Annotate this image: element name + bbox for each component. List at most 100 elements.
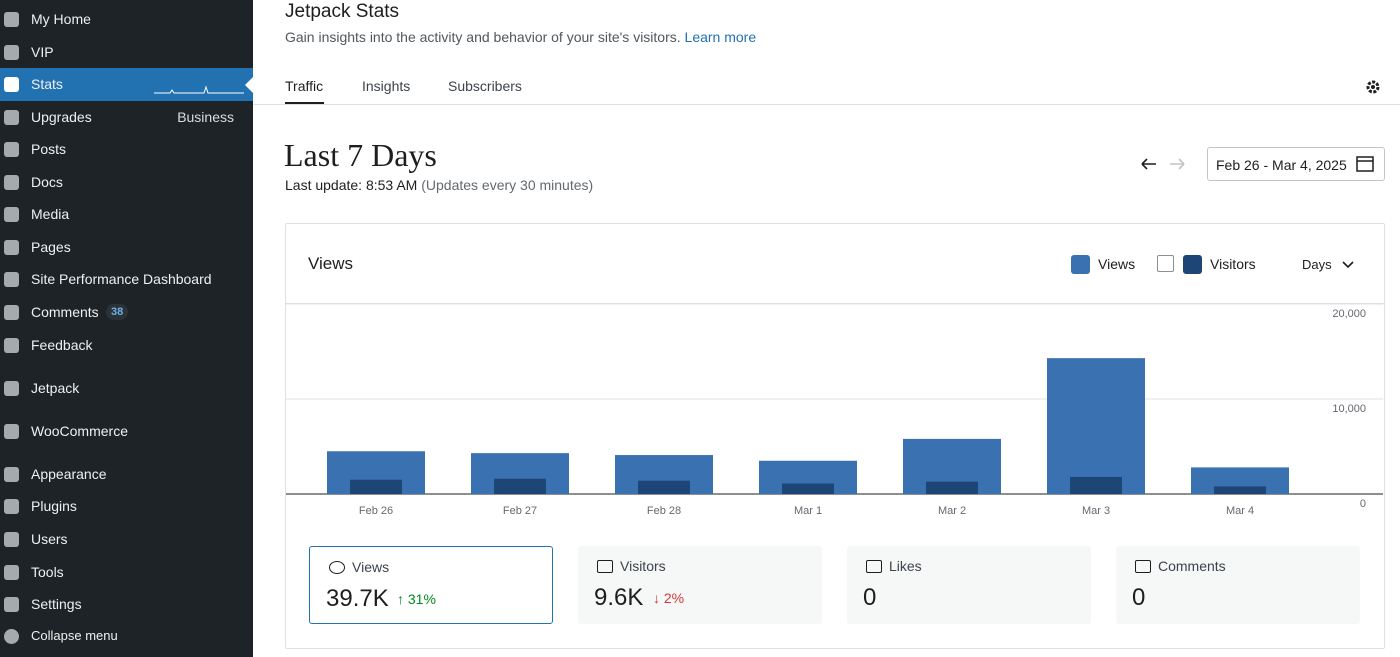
bar (1047, 358, 1145, 494)
y-tick-label: 20,000 (1332, 308, 1366, 320)
nav-item[interactable]: Stats (0, 68, 253, 101)
nav-item[interactable]: Docs (0, 166, 253, 199)
stat-card[interactable]: Comments 0 (1116, 546, 1360, 624)
nav-item[interactable]: Settings (0, 588, 253, 621)
nav-item[interactable]: Comments 38 (0, 296, 253, 329)
nav-item[interactable]: Feedback (0, 329, 253, 362)
update-time: Last update: 8:53 AM (285, 177, 418, 193)
nav-item[interactable]: Media (0, 198, 253, 231)
nav-icon (4, 175, 19, 190)
card-label: Views (352, 559, 390, 575)
date-range: Feb 26 - Mar 4, 2025 (1216, 157, 1347, 173)
stat-card[interactable]: Likes 0 (847, 546, 1091, 624)
x-tick-label: Feb 26 (359, 505, 393, 517)
nav-label: Plugins (31, 498, 77, 514)
nav-label: Appearance (31, 466, 107, 482)
nav-item[interactable]: Appearance (0, 458, 253, 491)
nav-icon (4, 305, 19, 320)
x-tick-label: Feb 28 (647, 505, 681, 517)
nav-label: Tools (31, 564, 64, 580)
nav-label: Collapse menu (31, 628, 118, 643)
chart-card (285, 223, 1385, 649)
nav-item[interactable]: Upgrades Business (0, 101, 253, 134)
tab[interactable]: Subscribers (448, 78, 522, 94)
card-value: 39.7K (326, 585, 389, 612)
nav-label: Pages (31, 239, 71, 255)
sidebar: My Home VIP Stats Upgrades Business Posts Docs… (0, 0, 253, 657)
nav-item[interactable]: VIP (0, 36, 253, 69)
tab[interactable]: Insights (362, 78, 411, 94)
card-value: 0 (1132, 584, 1146, 611)
nav-icon (4, 45, 19, 60)
nav-item[interactable]: Pages (0, 231, 253, 264)
bar (1214, 486, 1266, 494)
nav-icon (4, 207, 19, 222)
nav-item[interactable]: Plugins (0, 490, 253, 523)
nav-label: Jetpack (31, 380, 80, 396)
update-note: (Updates every 30 minutes) (421, 177, 594, 193)
nav-label: Settings (31, 596, 82, 612)
last-update: Last update: 8:53 AM (Updates every 30 m… (285, 177, 593, 193)
bar (494, 478, 546, 494)
card-label: Comments (1158, 558, 1226, 574)
nav-icon (4, 77, 19, 92)
bar (926, 481, 978, 494)
y-tick-label: 10,000 (1332, 403, 1366, 415)
chart: 0 10,000 20,000 Feb 26 Feb 27 Feb 28 Mar 1 Mar … (286, 304, 1383, 517)
nav-item[interactable]: Users (0, 523, 253, 556)
nav-label: Upgrades (31, 109, 92, 125)
legend-label: Views (1098, 256, 1136, 272)
nav-icon (4, 110, 19, 125)
legend-swatch (1071, 255, 1090, 274)
nav-label: Users (31, 531, 68, 547)
nav-icon (4, 565, 19, 580)
card-icon (866, 560, 882, 573)
nav-label: VIP (31, 44, 54, 60)
date-nav[interactable] (1140, 155, 1188, 173)
nav-icon (4, 597, 19, 612)
nav-item[interactable]: WooCommerce (0, 415, 253, 448)
bar (1070, 476, 1122, 494)
nav-item[interactable]: Jetpack (0, 372, 253, 405)
nav-item[interactable]: Collapse menu (0, 620, 253, 653)
tab-underline (285, 102, 324, 104)
tab[interactable]: Traffic (285, 78, 324, 94)
nav-item[interactable]: Tools (0, 556, 253, 589)
calendar-icon (1356, 156, 1374, 172)
count-badge: 38 (106, 304, 129, 320)
interval-select[interactable]: Days (1302, 257, 1354, 272)
stat-card[interactable]: Views 39.7K ↑ 31% (309, 546, 553, 624)
nav-item[interactable]: Posts (0, 133, 253, 166)
legend-checkbox[interactable] (1157, 255, 1174, 272)
nav-icon (4, 240, 19, 255)
nav-label: Comments (31, 304, 99, 320)
nav-icon (4, 272, 19, 287)
nav-item[interactable]: My Home (0, 3, 253, 36)
x-tick-label: Feb 27 (503, 505, 537, 517)
page-title: Jetpack Stats (285, 1, 400, 22)
x-tick-label: Mar 1 (794, 505, 822, 517)
stat-card[interactable]: Visitors 9.6K ↓ 2% (578, 546, 822, 624)
card-label: Likes (889, 558, 922, 574)
nav-label: Posts (31, 141, 67, 157)
card-icon (597, 560, 613, 573)
date-picker[interactable]: Feb 26 - Mar 4, 2025 (1207, 147, 1385, 181)
settings-icon[interactable] (1364, 78, 1382, 96)
bar (638, 480, 690, 494)
chart-title: Views (308, 254, 354, 273)
nav-icon (4, 12, 19, 27)
nav-icon (4, 629, 19, 644)
card-label: Visitors (620, 558, 666, 574)
nav-item[interactable]: Site Performance Dashboard (0, 263, 253, 296)
card-change: ↑ 31% (397, 591, 436, 607)
nav-label: WooCommerce (31, 423, 128, 439)
divider (253, 104, 1400, 105)
nav-icon (4, 338, 19, 353)
learn-more-link[interactable]: Learn more (684, 29, 757, 45)
subtitle: Gain insights into the activity and beha… (285, 29, 756, 45)
nav-label: Media (31, 206, 70, 222)
current-pointer (245, 77, 253, 93)
card-value: 0 (863, 584, 877, 611)
subtitle-text: Gain insights into the activity and beha… (285, 29, 681, 45)
